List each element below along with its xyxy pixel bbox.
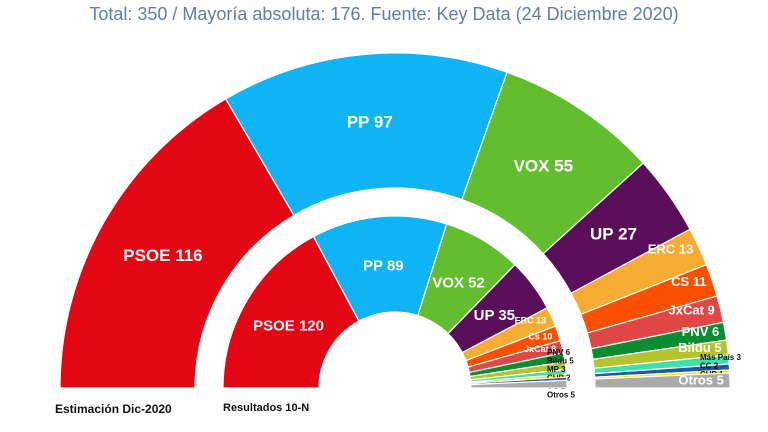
seat-label-1-9: MP 3 [547,365,566,374]
seat-label-0-8: Bildu 5 [678,340,721,355]
seat-label-1-5: Cs 10 [528,331,552,341]
seat-segment-1-12 [470,379,568,389]
seat-label-0-2: VOX 55 [514,156,574,175]
seat-label-0-3: UP 27 [590,225,637,244]
seat-label-1-2: VOX 52 [432,275,485,292]
seat-label-0-0: PSOE 116 [123,246,202,265]
seat-label-1-1: PP 89 [363,258,404,275]
seat-label-1-12: Otros 5 [547,391,576,400]
seat-label-0-7: PNV 6 [682,324,720,339]
seat-label-0-9: Más País 3 [700,353,741,362]
seat-label-1-0: PSOE 120 [253,317,324,334]
seat-label-0-1: PP 97 [347,113,393,132]
seat-label-1-3: UP 35 [474,307,515,324]
seat-label-1-4: ERC 13 [515,315,547,325]
seat-segment-1-0 [222,235,360,389]
seat-label-0-5: CS 11 [671,274,706,289]
outer-ring-caption: Estimación Dic-2020 [55,402,172,416]
seat-label-0-10: CC 2 [700,362,719,371]
chart-title: Total: 350 / Mayoría absoluta: 176. Fuen… [89,4,679,24]
seat-label-0-6: JxCat 9 [668,302,714,317]
seat-label-1-7: PNV 6 [547,348,571,357]
seat-label-1-6: JxCat 8 [524,344,556,354]
seat-label-0-4: ERC 13 [648,241,694,256]
seat-label-0-12: Otros 5 [678,373,724,388]
inner-ring-caption: Resultados 10-N [223,402,310,414]
seat-segment-0-1 [224,52,508,217]
seat-label-1-8: Bildu 5 [547,357,574,366]
seat-segment-0-0 [59,98,295,389]
seat-segment-0-12 [594,372,731,389]
